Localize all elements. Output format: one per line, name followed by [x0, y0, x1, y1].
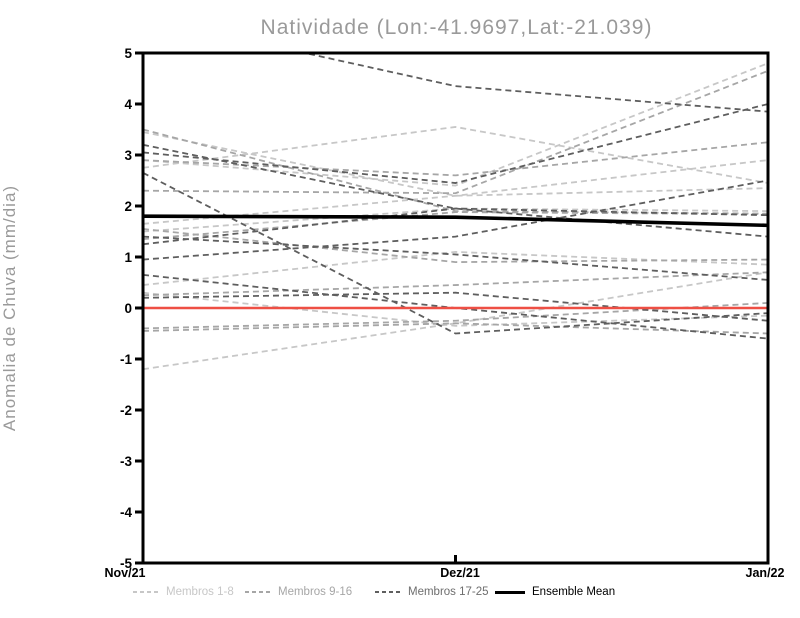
y-tick-label: -3 — [120, 454, 132, 469]
member-14-line — [143, 302, 768, 330]
legend-item-membros-9-16: Membros 9-16 — [245, 585, 352, 599]
y-tick-label: 2 — [124, 199, 132, 214]
y-tick-label: 0 — [124, 301, 132, 316]
y-tick-label: 3 — [124, 148, 132, 163]
dashed-line-swatch-icon — [133, 591, 159, 593]
solid-line-swatch-icon — [495, 590, 525, 594]
member-11-line — [143, 141, 768, 177]
member-25-line — [143, 235, 768, 281]
y-tick-label: 4 — [124, 97, 132, 112]
member-12-line — [143, 228, 768, 264]
y-tick-label: -1 — [120, 352, 132, 367]
x-tick-label: Nov/21 — [105, 566, 146, 580]
legend-item-membros-17-25: Membros 17-25 — [375, 585, 489, 599]
legend-label: Ensemble Mean — [532, 586, 616, 598]
member-02-line — [143, 62, 768, 187]
y-tick-label: -4 — [120, 505, 132, 520]
y-tick-label: 5 — [124, 46, 132, 61]
member-01-line — [143, 126, 768, 184]
member-15-line — [143, 322, 768, 335]
legend-label: Membros 1-8 — [166, 586, 234, 598]
member-22-line — [143, 179, 768, 261]
ensemble-members-lines — [143, 53, 768, 371]
dashed-line-swatch-icon — [245, 591, 271, 593]
legend-label: Membros 17-25 — [408, 586, 489, 598]
legend-label: Membros 9-16 — [278, 586, 353, 598]
y-tick-label: 1 — [124, 250, 132, 265]
member-20-line — [143, 172, 768, 335]
y-tick-label: -2 — [120, 403, 132, 418]
member-23-line — [143, 207, 768, 246]
member-05-line — [143, 250, 768, 286]
x-tick-label: Jan/22 — [746, 566, 785, 580]
chart-title: Natividade (Lon:-41.9697,Lat:-21.039) — [260, 16, 653, 39]
x-tick-label: Dez/21 — [440, 566, 480, 580]
legend-item-membros-1-8: Membros 1-8 — [133, 585, 234, 599]
y-tick-label: -5 — [120, 556, 132, 571]
member-10-line — [143, 70, 768, 195]
member-03-line — [143, 159, 768, 225]
legend: Membros 1-8 Membros 9-16 Membros 17-25 E… — [0, 585, 800, 601]
member-24-line — [143, 291, 768, 322]
member-17-line — [300, 53, 768, 113]
ensemble-mean-line — [142, 214, 769, 228]
member-19-line — [143, 103, 768, 184]
member-13-line — [143, 271, 768, 297]
dashed-line-swatch-icon — [375, 591, 401, 593]
legend-item-ensemble-mean: Ensemble Mean — [495, 585, 615, 599]
